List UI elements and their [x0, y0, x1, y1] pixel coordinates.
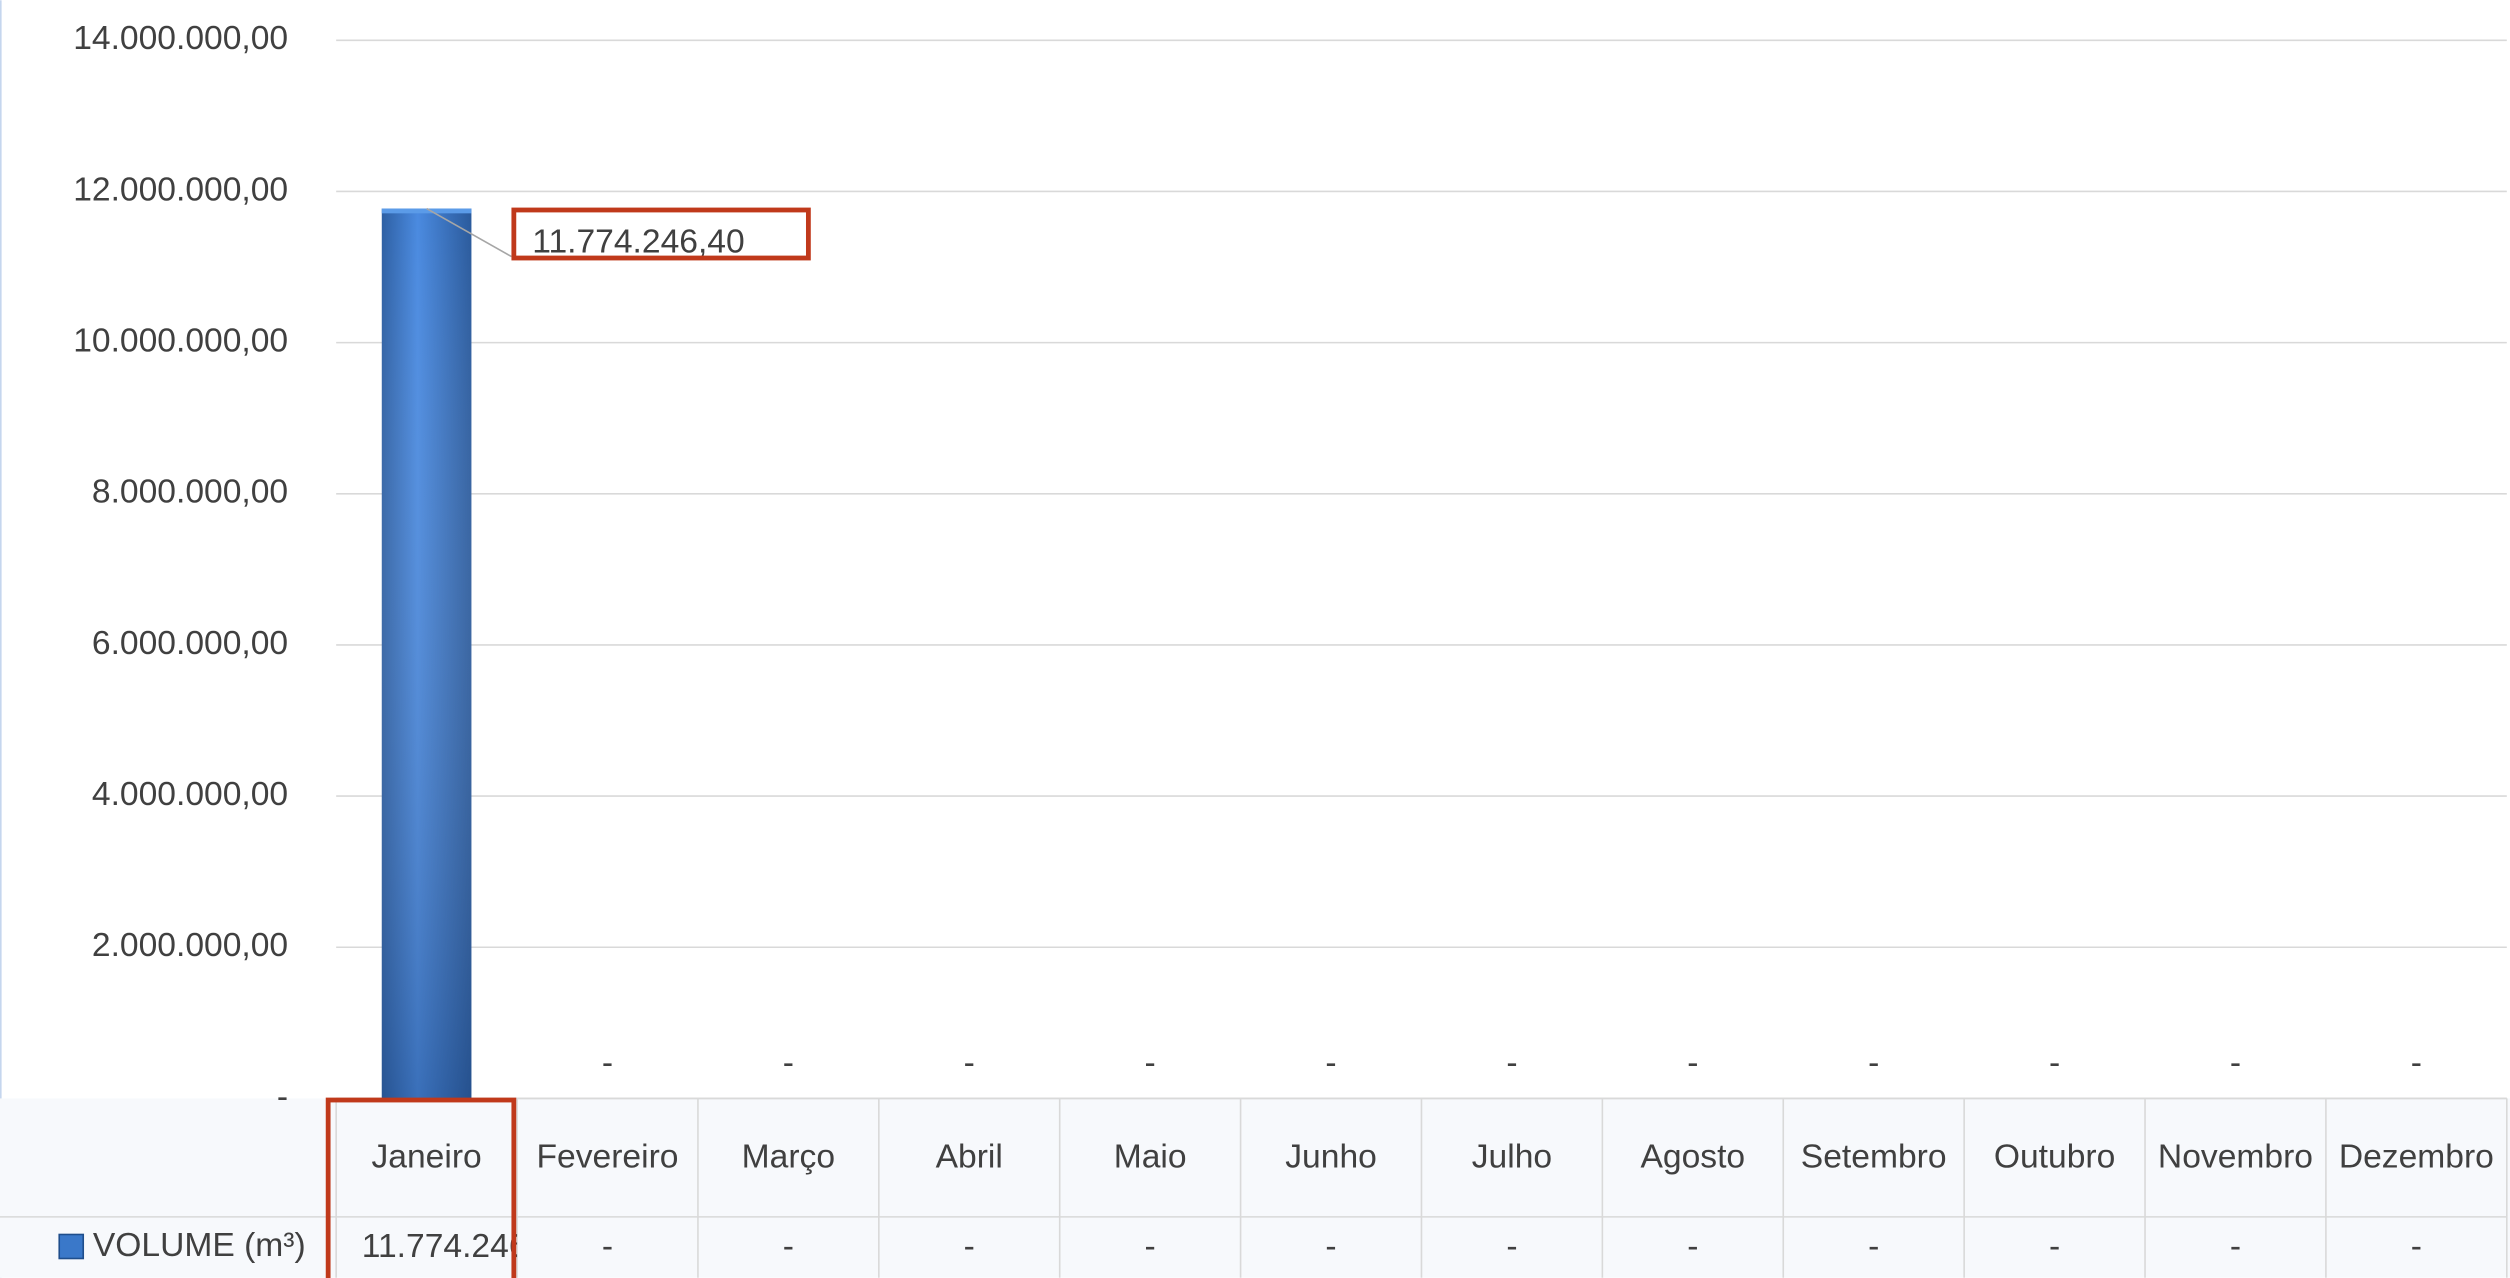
table-value-box: -	[2410, 1228, 2422, 1266]
x-tick-label-box: Junho	[1285, 1138, 1377, 1176]
x-tick-label: Abril	[935, 1138, 1003, 1176]
table-value-box: 11.774.246,40	[361, 1228, 517, 1266]
table-value: -	[1144, 1228, 1156, 1266]
table-value: -	[1506, 1228, 1518, 1266]
table-value: -	[1687, 1228, 1699, 1266]
data-label: -	[1145, 1045, 1156, 1082]
table-value-box: -	[782, 1228, 794, 1266]
x-tick-label-box: Janeiro	[371, 1138, 482, 1176]
data-label: -	[1687, 1045, 1698, 1082]
y-tick-label: -	[277, 1078, 288, 1115]
x-tick-label-box: Março	[741, 1138, 836, 1176]
data-label: -	[964, 1045, 975, 1082]
x-tick-label-box: Agosto	[1640, 1138, 1746, 1176]
table-value-box: -	[601, 1228, 614, 1266]
x-tick-label-box: Outubro	[1993, 1138, 2116, 1176]
table-value: -	[601, 1228, 614, 1266]
data-label: -	[1506, 1045, 1517, 1082]
x-tick-label: Agosto	[1640, 1138, 1746, 1176]
y-tick-label: 14.000.000,00	[73, 20, 288, 57]
x-tick-label-box: Abril	[935, 1138, 1003, 1176]
table-value-box: -	[1144, 1228, 1156, 1266]
x-tick-label: Setembro	[1800, 1138, 1947, 1176]
table-value: -	[1868, 1228, 1880, 1266]
x-tick-label-box: Maio	[1113, 1138, 1187, 1176]
table-value-box: -	[1325, 1228, 1337, 1266]
table-value-box: -	[2229, 1228, 2242, 1266]
table-value: -	[2410, 1228, 2422, 1266]
data-label: -	[1868, 1045, 1879, 1082]
bar-shade	[381, 208, 472, 1099]
table-value-box: -	[1687, 1228, 1699, 1266]
x-tick-label-box: Julho	[1471, 1138, 1553, 1176]
x-tick-label-box: Setembro	[1800, 1138, 1947, 1176]
y-tick-label: 6.000.000,00	[92, 625, 288, 662]
data-label: -	[1325, 1045, 1336, 1082]
x-tick-label: Fevereiro	[536, 1138, 679, 1176]
table-value: -	[963, 1228, 975, 1266]
y-tick-label: 2.000.000,00	[92, 927, 288, 964]
x-tick-label-box: Fevereiro	[536, 1138, 679, 1176]
x-tick-label: Maio	[1113, 1138, 1187, 1176]
x-tick-label: Outubro	[1993, 1138, 2116, 1176]
leader-line	[426, 207, 512, 258]
table-value: -	[782, 1228, 794, 1266]
x-tick-label-box: Novembro	[2157, 1138, 2314, 1176]
data-label: -	[2411, 1045, 2422, 1082]
x-tick-label: Dezembro	[2338, 1138, 2494, 1176]
data-label: -	[2230, 1045, 2241, 1082]
x-tick-label: Junho	[1285, 1138, 1377, 1176]
bar-top	[381, 208, 472, 214]
x-tick-label: Janeiro	[371, 1138, 482, 1176]
data-label: -	[783, 1045, 794, 1082]
table-value: -	[2048, 1228, 2061, 1266]
x-tick-label: Novembro	[2157, 1138, 2314, 1176]
table-value-box: -	[2048, 1228, 2061, 1266]
table-value-box: -	[1506, 1228, 1518, 1266]
y-tick-label: 10.000.000,00	[73, 323, 288, 360]
table-value: -	[1325, 1228, 1337, 1266]
table-value: -	[2229, 1228, 2242, 1266]
table-value-box: -	[1868, 1228, 1880, 1266]
y-tick-label: 8.000.000,00	[92, 474, 288, 511]
legend-key	[58, 1233, 85, 1260]
data-label: 11.774.246,40	[532, 224, 744, 261]
y-tick-label: 4.000.000,00	[92, 776, 288, 813]
data-label: -	[2049, 1045, 2060, 1082]
table-value-box: -	[963, 1228, 975, 1266]
highlight-box	[325, 1097, 517, 1278]
y-tick-label: 12.000.000,00	[73, 171, 288, 208]
x-tick-label-box: Dezembro	[2338, 1138, 2494, 1176]
table-value: 11.774.246,40	[361, 1228, 517, 1266]
table-background	[0, 1098, 2510, 1278]
data-label: -	[602, 1045, 613, 1082]
x-tick-label: Julho	[1471, 1138, 1553, 1176]
x-tick-label: Março	[741, 1138, 836, 1176]
highlight-box	[511, 207, 811, 261]
legend-label: VOLUME (m³)	[93, 1227, 306, 1264]
